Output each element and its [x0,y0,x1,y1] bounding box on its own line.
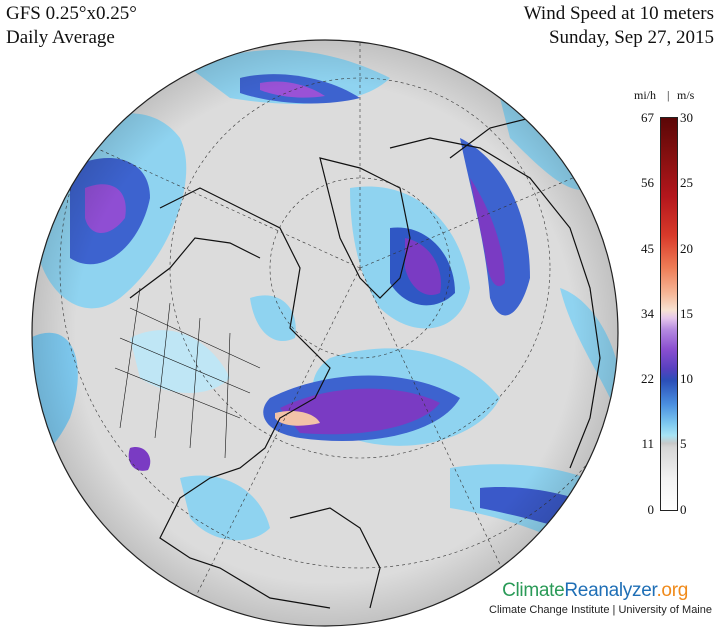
tick-mph-2: 45 [641,241,654,256]
unit-ms: m/s [677,88,695,102]
tick-mph-3: 34 [641,306,654,321]
logo-org: .org [656,580,688,601]
tick-ms-3: 15 [680,306,693,321]
date-label: Sunday, Sep 27, 2015 [548,27,714,48]
logo-climate: Climate [502,580,565,601]
tick-mph-1: 56 [641,175,654,190]
tick-mph-6: 0 [647,502,655,517]
colorbar [660,117,678,511]
tick-ms-2: 20 [680,241,693,256]
variable-label: Wind Speed at 10 meters [523,3,714,24]
title-right: Wind Speed at 10 meters Sunday, Sep 27, … [524,2,714,50]
tick-ms-1: 25 [680,175,693,190]
tick-ms-5: 5 [680,436,687,451]
climate-reanalyzer-logo[interactable]: ClimateReanalyzer.org [502,580,688,602]
tick-ms-0: 30 [680,110,693,125]
model-label: GFS 0.25°x0.25° [6,3,137,24]
title-left: GFS 0.25°x0.25° Daily Average [6,2,137,50]
credits-subtitle: Climate Change Institute | University of… [489,604,712,616]
tick-ms-6: 0 [680,502,687,517]
tick-mph-0: 67 [641,110,654,125]
tick-ms-4: 10 [680,371,693,386]
globe-map [31,39,619,627]
period-label: Daily Average [6,27,115,48]
tick-mph-4: 22 [641,371,654,386]
unit-mph: mi/h [634,88,657,102]
logo-reanalyzer: Reanalyzer [564,580,657,601]
unit-separator: | [667,88,670,102]
tick-mph-5: 11 [641,436,654,451]
